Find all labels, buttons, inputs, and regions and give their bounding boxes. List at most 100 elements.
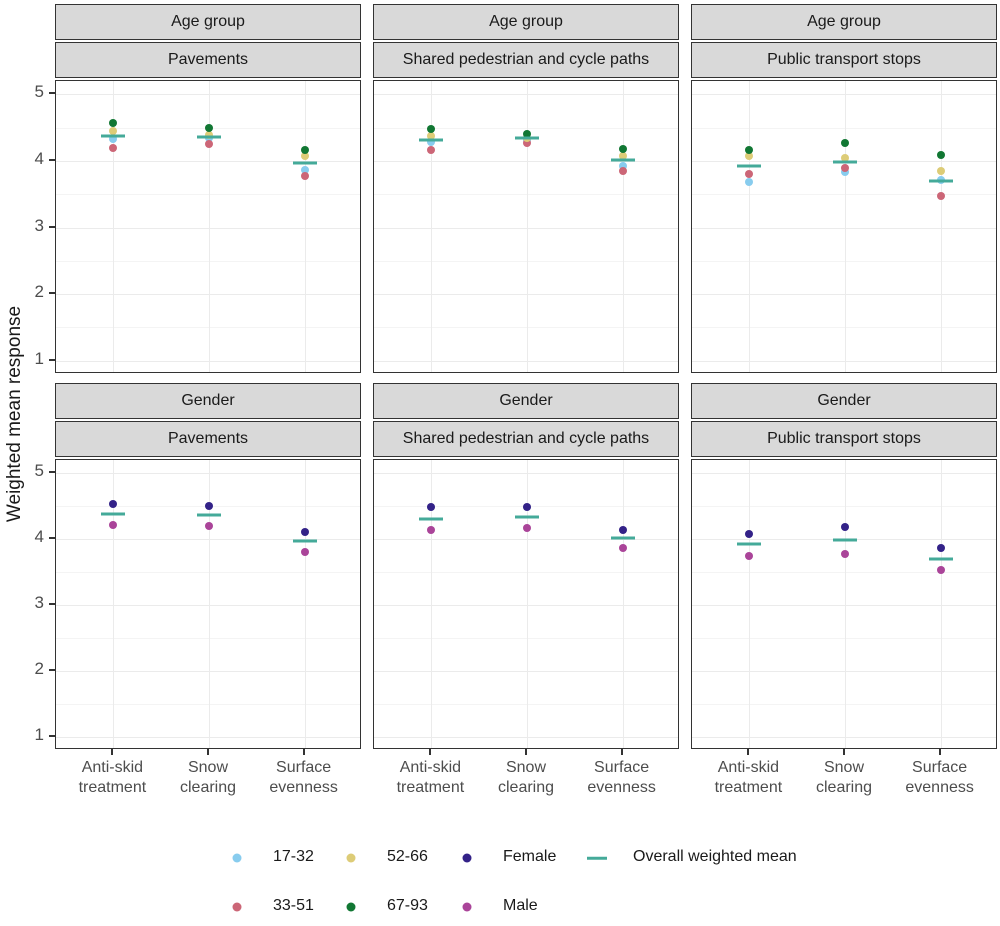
y-tick-mark: [49, 92, 55, 95]
gridline-minor: [692, 194, 996, 196]
gridline-vertical: [622, 460, 624, 748]
x-tick-mark: [429, 749, 432, 755]
gridline-vertical: [113, 460, 115, 748]
overall-mean-line: [928, 179, 953, 183]
facet-strip-row-label: Age group: [373, 4, 679, 40]
overall-mean-line: [833, 160, 857, 164]
y-tick-label: 4: [34, 527, 44, 547]
gridline-major: [374, 670, 678, 672]
x-tick-mark: [525, 749, 527, 755]
y-tick-label: 5: [34, 82, 44, 102]
y-tick-label: 3: [34, 593, 44, 612]
x-category-label: Anti-skid treatment: [78, 759, 147, 796]
data-point-Female: [523, 502, 531, 511]
panel: [55, 80, 361, 373]
overall-mean-line: [292, 539, 317, 543]
x-tick-mark: [938, 749, 941, 755]
overall-mean-line: [292, 161, 317, 165]
x-tick-mark: [747, 749, 750, 755]
data-point-Female: [936, 544, 945, 553]
gridline-major: [374, 736, 678, 738]
data-point-67-93: [300, 145, 309, 154]
y-tick-mark: [49, 471, 55, 474]
x-tick-mark: [620, 749, 623, 755]
gridline-minor: [56, 572, 360, 574]
gridline-minor: [56, 260, 360, 262]
data-point-Male: [300, 547, 309, 556]
y-axis-title: Weighted mean response: [4, 305, 25, 523]
legend-label: 52-66: [387, 848, 428, 865]
gridline-major: [56, 539, 360, 541]
facet-strip-row-label: Gender: [373, 383, 679, 419]
overall-mean-line: [197, 135, 221, 139]
y-tick-label: 1: [34, 348, 44, 368]
gridline-vertical: [845, 460, 846, 748]
data-point-67-93: [109, 118, 118, 127]
data-point-Male: [841, 549, 849, 558]
data-point-52-66: [427, 132, 436, 141]
gridline-major: [374, 294, 678, 296]
x-tick-mark: [111, 749, 114, 755]
data-point-52-66: [841, 153, 849, 162]
gridline-major: [374, 605, 678, 606]
data-point-17-32: [109, 134, 118, 143]
data-point-Female: [745, 529, 754, 538]
legend-label: Overall weighted mean: [633, 848, 797, 865]
x-category-label: Anti-skid treatment: [714, 759, 783, 796]
data-point-52-66: [205, 130, 213, 139]
gridline-minor: [56, 703, 360, 705]
overall-mean-line: [419, 138, 444, 142]
data-point-Female: [300, 527, 309, 536]
gridline-vertical: [304, 460, 306, 748]
data-point-67-93: [427, 124, 436, 133]
data-point-67-93: [523, 129, 531, 138]
data-point-33-51: [300, 172, 309, 181]
gridline-minor: [374, 127, 678, 129]
gridline-major: [56, 94, 360, 96]
gridline-major: [56, 473, 360, 475]
gridline-major: [56, 160, 360, 162]
gridline-minor: [692, 572, 996, 574]
gridline-minor: [692, 506, 996, 508]
x-category-label: Snow clearing: [179, 759, 237, 796]
gridline-major: [374, 227, 678, 229]
data-point-Female: [109, 500, 118, 509]
gridline-major: [692, 605, 996, 606]
facet-strip-col-label: Pavements: [55, 421, 361, 457]
data-point-Female: [427, 503, 436, 512]
gridline-major: [56, 736, 360, 738]
gridline-vertical: [209, 81, 210, 372]
gridline-major: [692, 473, 996, 475]
legend-key-male: [462, 902, 472, 912]
data-point-33-51: [841, 164, 849, 173]
gridline-vertical: [431, 460, 433, 748]
data-point-52-66: [618, 152, 627, 161]
data-point-33-51: [523, 138, 531, 147]
data-point-33-51: [205, 140, 213, 149]
gridline-minor: [692, 260, 996, 262]
data-point-Female: [841, 523, 849, 532]
data-point-33-51: [427, 146, 436, 155]
panel: [55, 459, 361, 749]
data-point-33-51: [936, 192, 945, 201]
x-category-label: Anti-skid treatment: [396, 759, 465, 796]
gridline-major: [692, 227, 996, 229]
y-tick-mark: [49, 734, 55, 737]
data-point-52-66: [300, 151, 309, 160]
gridline-minor: [374, 194, 678, 196]
facet-strip-row-label: Gender: [691, 383, 997, 419]
x-category-label: Surface evenness: [905, 759, 974, 796]
legend-label: Male: [503, 897, 538, 914]
overall-mean-line: [737, 164, 762, 168]
x-tick-mark: [207, 749, 209, 755]
legend-key-33-51: [232, 902, 242, 912]
gridline-major: [692, 670, 996, 672]
y-tick-label: 5: [34, 461, 44, 481]
overall-mean-line: [515, 515, 539, 519]
gridline-vertical: [527, 460, 528, 748]
x-category-label: Snow clearing: [815, 759, 873, 796]
data-point-67-93: [745, 146, 754, 155]
y-tick-label: 3: [34, 215, 44, 235]
legend-key-17-32: [232, 853, 242, 863]
y-tick-label: 2: [34, 658, 44, 678]
